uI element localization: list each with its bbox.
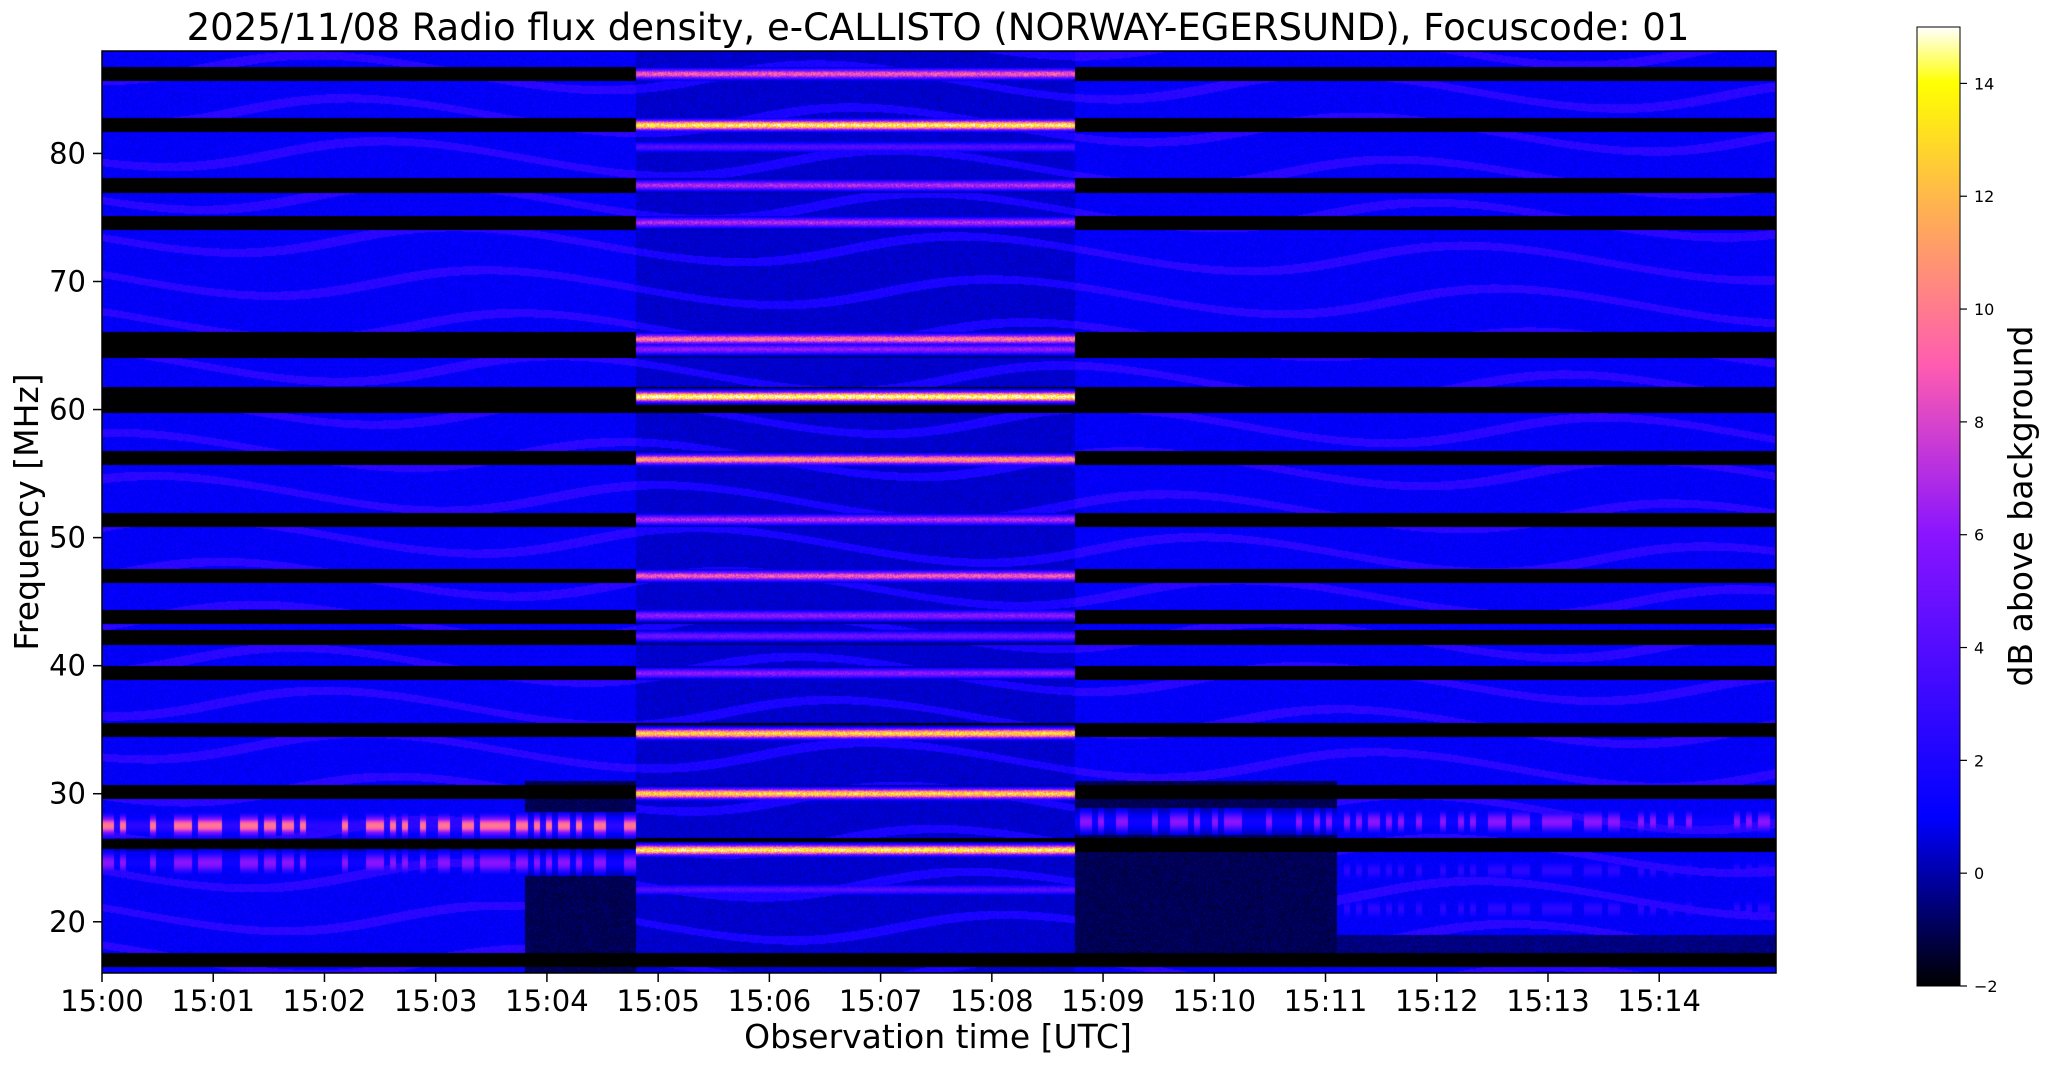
colorbar-tick-label: 2	[1974, 751, 1984, 770]
x-tick-label: 15:07	[839, 984, 923, 1018]
spectrogram-image	[102, 51, 1776, 973]
x-tick-label: 15:08	[950, 984, 1034, 1018]
y-axis-label: Frequency [MHz]	[7, 373, 46, 650]
x-tick-label: 15:13	[1506, 984, 1590, 1018]
colorbar-tick-label: 4	[1974, 639, 1984, 658]
colorbar-tick-label: 8	[1974, 413, 1984, 432]
colorbar-ticks: −2 0 2 4 6 8 10 12 14	[1960, 74, 1998, 996]
x-tick-label: 15:01	[171, 984, 255, 1018]
colorbar-tick-label: 6	[1974, 526, 1984, 545]
x-axis-label: Observation time [UTC]	[744, 1017, 1132, 1056]
plot-frame	[101, 50, 1777, 974]
colorbar-gradient	[1916, 26, 1961, 987]
x-tick-label: 15:09	[1061, 984, 1145, 1018]
y-tick-label: 80	[49, 136, 86, 170]
colorbar-tick-label: 10	[1974, 300, 1994, 319]
x-tick-label: 15:03	[394, 984, 478, 1018]
x-tick-label: 15:06	[728, 984, 812, 1018]
x-tick-label: 15:14	[1617, 984, 1701, 1018]
chart-title: 2025/11/08 Radio flux density, e-CALLIST…	[187, 6, 1690, 49]
x-axis: 15:00 15:01 15:02 15:03 15:04 15:05 15:06 15:07…	[60, 973, 1701, 1018]
y-tick-label: 30	[49, 777, 86, 811]
colorbar: −2 0 2 4 6 8 10 12 14 dB above background	[1916, 26, 2040, 996]
colorbar-label: dB above background	[2001, 326, 2040, 687]
y-tick-label: 70	[49, 265, 86, 299]
y-tick-label: 40	[49, 649, 86, 683]
x-tick-label: 15:04	[505, 984, 589, 1018]
colorbar-tick-label: −2	[1974, 977, 1998, 996]
x-tick-label: 15:00	[60, 984, 144, 1018]
y-tick-label: 20	[49, 905, 86, 939]
x-tick-label: 15:02	[283, 984, 367, 1018]
y-tick-label: 50	[49, 521, 86, 555]
colorbar-tick-label: 12	[1974, 187, 1994, 206]
x-tick-label: 15:10	[1173, 984, 1257, 1018]
y-tick-label: 60	[49, 393, 86, 427]
x-tick-label: 15:05	[616, 984, 700, 1018]
colorbar-tick-label: 0	[1974, 864, 1984, 883]
y-axis: 20 30 40 50 60 70 80	[49, 136, 102, 939]
colorbar-tick-label: 14	[1974, 74, 1994, 93]
x-tick-label: 15:11	[1284, 984, 1368, 1018]
x-tick-label: 15:12	[1395, 984, 1479, 1018]
heatmap-area	[101, 50, 1777, 974]
